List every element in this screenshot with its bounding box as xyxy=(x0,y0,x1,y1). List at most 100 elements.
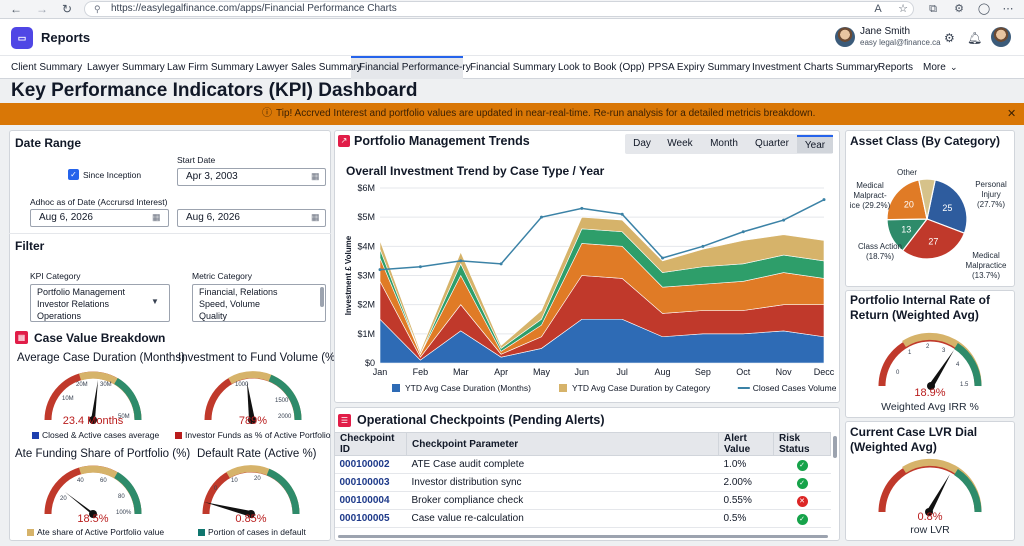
profile-icon[interactable]: ◯ xyxy=(977,3,991,15)
tab-reports[interactable]: Reports xyxy=(878,62,914,73)
x-tick-label: Jul xyxy=(616,367,628,377)
tab-bar xyxy=(0,56,1024,79)
tab-financial-summary[interactable]: Financial Summary xyxy=(470,62,556,73)
legend-label: Closed & Active cases average xyxy=(42,430,160,440)
grid-icon: ▦ xyxy=(15,331,28,344)
line-point xyxy=(580,206,584,210)
left-panel xyxy=(9,130,331,541)
column-header[interactable]: Risk Status xyxy=(773,432,831,456)
kpi-option[interactable]: Operations xyxy=(37,311,82,321)
gauge-tick: 10 xyxy=(231,478,238,484)
gauge-tick: 0 xyxy=(214,486,218,492)
gauge-hub xyxy=(247,510,255,518)
pie-slice[interactable] xyxy=(926,179,968,234)
table-row[interactable]: 000100002 ATE Case audit complete 1.0% ✓ xyxy=(334,455,831,474)
table-row[interactable]: 000100004 Broker compliance check 0.55% … xyxy=(334,491,831,510)
legend-label: Portion of cases in default xyxy=(208,527,306,537)
gauge-arc xyxy=(953,469,982,513)
gauge-legend: Portion of cases in default xyxy=(198,527,306,537)
read-aloud-icon[interactable]: A xyxy=(874,3,882,15)
pie-value-label: 27 xyxy=(928,236,938,246)
column-header[interactable]: Alert Value xyxy=(718,432,774,456)
metric-option[interactable]: Quality xyxy=(199,311,228,321)
gauge-tick: 2000 xyxy=(278,414,292,420)
risk-status: ✕ xyxy=(773,491,831,510)
column-header[interactable]: Checkpoint Parameter xyxy=(406,432,719,456)
irr-value: 18.9% xyxy=(914,387,946,399)
gauge-arc xyxy=(266,468,300,515)
period-day[interactable]: Day xyxy=(633,138,651,149)
calendar-icon[interactable]: ▦ xyxy=(311,212,320,222)
settings-icon[interactable]: ⚙ xyxy=(944,31,955,45)
period-week[interactable]: Week xyxy=(667,138,693,149)
pie-slice[interactable] xyxy=(901,218,966,260)
kpi-category-select[interactable]: Portfolio Management Investor Relations … xyxy=(30,284,170,322)
table-row[interactable]: 000100005 Case value re-calculation 0.5%… xyxy=(334,509,831,528)
metric-category-select[interactable]: Financial, Relations Speed, Volume Quali… xyxy=(192,284,326,322)
gauge-tick: 1500 xyxy=(275,398,289,404)
error-icon: ✕ xyxy=(796,495,808,507)
address-bar[interactable]: https://easylegalfinance.com/apps/Financ… xyxy=(84,1,914,17)
dropdown-arrow-icon[interactable]: ▼ xyxy=(151,297,159,306)
pie-slice[interactable] xyxy=(918,178,936,220)
kpi-option[interactable]: Portfolio Management xyxy=(37,287,126,297)
since-inception-checkbox[interactable]: ✓ xyxy=(68,169,79,180)
avatar-secondary[interactable] xyxy=(991,27,1011,47)
end-date-input[interactable]: Aug 6, 2026 xyxy=(177,209,326,227)
checkpoint-id[interactable]: 000100005 xyxy=(334,509,407,528)
tab-lawyer-sales-summary[interactable]: Lawyer Sales Summary xyxy=(256,62,362,73)
start-date-input[interactable]: Apr 3, 2003 xyxy=(177,168,326,186)
calendar-icon[interactable]: ▦ xyxy=(311,171,320,181)
site-info-icon[interactable]: ⚲ xyxy=(94,4,101,14)
metric-option[interactable]: Speed, Volume xyxy=(199,299,261,309)
forward-icon[interactable]: → xyxy=(36,2,48,16)
period-month[interactable]: Month xyxy=(710,138,738,149)
tab-investment-charts[interactable]: Investment Charts Summary xyxy=(752,62,879,73)
scrollbar[interactable] xyxy=(320,287,324,307)
tab-client-summary[interactable]: Client Summary xyxy=(11,62,83,73)
tab-ppsa-expiry[interactable]: PPSA Expiry Summary xyxy=(648,62,751,73)
period-year[interactable]: Year xyxy=(797,135,833,153)
period-quarter[interactable]: Quarter xyxy=(755,138,789,149)
table-row[interactable]: 000100003 Investor distribution sync 2.0… xyxy=(334,473,831,492)
horizontal-scrollbar[interactable] xyxy=(338,535,828,538)
tab-look-to-book[interactable]: Look to Book (Opp) xyxy=(558,62,645,73)
checkpoint-param: ATE Case audit complete xyxy=(406,455,719,474)
calendar-icon[interactable]: ▦ xyxy=(152,212,161,222)
checkpoint-id[interactable]: 000100002 xyxy=(334,455,407,474)
tab-financial-performance[interactable]: Financial Performance-ry xyxy=(359,62,471,73)
metric-option[interactable]: Financial, Relations xyxy=(199,287,278,297)
irr-title: Portfolio Internal Rate of Return (Weigh… xyxy=(850,293,991,322)
notification-bell-icon[interactable]: 🔔︎ xyxy=(967,31,983,45)
tab-more[interactable]: More xyxy=(923,62,946,73)
pie-label: Medical Malpractice (13.7%) xyxy=(965,251,1007,280)
gauge-tick: 50M xyxy=(118,414,130,420)
tab-law-firm-summary[interactable]: Law Firm Summary xyxy=(167,62,254,73)
column-header[interactable]: Checkpoint ID xyxy=(334,432,407,456)
y-tick-label: $5M xyxy=(357,212,375,222)
start-date-label: Start Date xyxy=(177,155,216,165)
favorite-icon[interactable]: ☆ xyxy=(898,3,908,15)
filter-title: Filter xyxy=(15,239,45,253)
pie-slice[interactable] xyxy=(886,179,928,221)
checkpoint-id[interactable]: 000100003 xyxy=(334,473,407,492)
tab-lawyer-summary[interactable]: Lawyer Summary xyxy=(87,62,165,73)
table-scrollbar[interactable] xyxy=(833,436,837,458)
extensions-icon[interactable]: ⚙ xyxy=(954,3,964,15)
more-icon[interactable]: ⋯ xyxy=(1002,3,1014,15)
x-tick-label: Sep xyxy=(695,367,711,377)
adhoc-date-input[interactable]: Aug 6, 2026 xyxy=(30,209,169,227)
reload-icon[interactable]: ↻ xyxy=(61,2,73,16)
kpi-category-label: KPI Category xyxy=(30,271,81,281)
collections-icon[interactable]: ⧉ xyxy=(929,3,937,15)
irr-gauge: 0 1 2 3 4 1.5 xyxy=(878,332,982,390)
avatar[interactable] xyxy=(835,27,855,47)
investment-trend-chart: $0 $1M $2M $3M $4M $5M $6M Investment £ Volume J… xyxy=(344,183,836,393)
close-icon[interactable]: ✕ xyxy=(1007,108,1017,120)
check-icon: ✓ xyxy=(796,477,808,489)
gauge-needle xyxy=(91,380,98,420)
back-icon[interactable]: ← xyxy=(10,2,22,16)
kpi-option[interactable]: Investor Relations xyxy=(37,299,110,309)
chevron-down-icon[interactable]: ⌄ xyxy=(950,62,958,72)
checkpoint-id[interactable]: 000100004 xyxy=(334,491,407,510)
